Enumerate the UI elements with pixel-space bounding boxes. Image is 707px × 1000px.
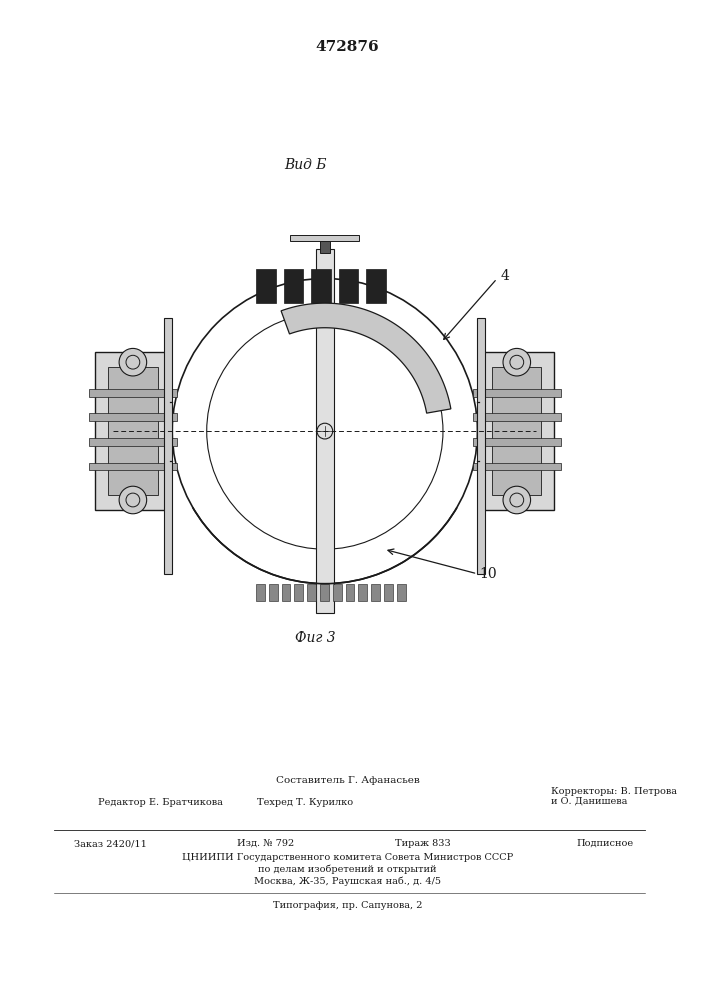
Bar <box>358 584 367 601</box>
Bar <box>472 438 561 446</box>
Text: Редактор Е. Братчикова: Редактор Е. Братчикова <box>98 798 223 807</box>
Bar <box>397 584 406 601</box>
Text: Типография, пр. Сапунова, 2: Типография, пр. Сапунова, 2 <box>273 901 422 910</box>
Text: Техред Т. Курилко: Техред Т. Курилко <box>257 798 354 807</box>
Bar <box>294 584 303 601</box>
Text: Составитель Г. Афанасьев: Составитель Г. Афанасьев <box>276 776 419 785</box>
Bar <box>88 413 177 421</box>
Polygon shape <box>281 303 451 413</box>
Bar <box>333 584 341 601</box>
Bar <box>384 584 393 601</box>
Bar <box>479 352 554 510</box>
Bar <box>472 463 561 470</box>
Text: Фиг 3: Фиг 3 <box>295 631 335 645</box>
Text: Изд. № 792: Изд. № 792 <box>237 839 294 848</box>
Text: Вид Б: Вид Б <box>284 158 327 172</box>
Bar <box>311 269 331 303</box>
Bar <box>472 413 561 421</box>
Bar <box>88 463 177 470</box>
Bar <box>371 584 380 601</box>
Bar <box>108 367 158 495</box>
Bar <box>366 269 386 303</box>
Bar <box>269 584 278 601</box>
Circle shape <box>503 486 530 514</box>
Bar <box>346 584 354 601</box>
Text: Корректоры: В. Петрова
и О. Данишева: Корректоры: В. Петрова и О. Данишева <box>551 787 677 806</box>
Bar <box>320 584 329 601</box>
Bar <box>339 269 358 303</box>
Circle shape <box>119 348 146 376</box>
Text: 10: 10 <box>479 567 497 581</box>
Bar <box>256 269 276 303</box>
Text: Подписное: Подписное <box>577 839 634 848</box>
Bar <box>256 584 265 601</box>
Text: 472876: 472876 <box>315 40 379 54</box>
Bar <box>95 352 170 510</box>
Bar <box>472 389 561 397</box>
Bar <box>492 367 542 495</box>
Bar <box>88 389 177 397</box>
Circle shape <box>317 423 333 439</box>
Bar <box>281 584 291 601</box>
Bar <box>88 438 177 446</box>
Circle shape <box>119 486 146 514</box>
Bar <box>477 318 485 574</box>
Text: Москва, Ж-35, Раушская наб., д. 4/5: Москва, Ж-35, Раушская наб., д. 4/5 <box>254 876 441 886</box>
Bar <box>320 241 329 253</box>
Bar <box>316 249 334 613</box>
Bar <box>307 584 316 601</box>
Text: по делам изобретений и открытий: по делам изобретений и открытий <box>258 864 437 874</box>
Circle shape <box>503 348 530 376</box>
Text: 4: 4 <box>500 269 509 283</box>
Text: Заказ 2420/11: Заказ 2420/11 <box>74 839 147 848</box>
Text: ЦНИИПИ Государственного комитета Совета Министров СССР: ЦНИИПИ Государственного комитета Совета … <box>182 853 513 862</box>
Bar <box>165 318 173 574</box>
Bar <box>291 235 359 241</box>
Bar <box>284 269 303 303</box>
Text: Тираж 833: Тираж 833 <box>395 839 451 848</box>
